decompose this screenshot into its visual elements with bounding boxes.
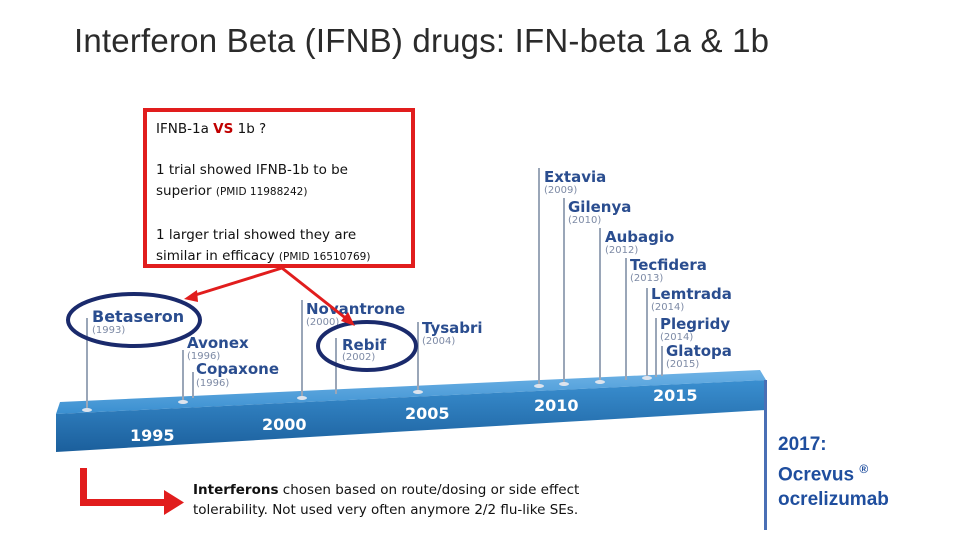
year-2015: 2015 [653, 386, 698, 405]
drug-betaseron: Betaseron [92, 307, 184, 326]
year-1995: 1995 [130, 426, 175, 445]
ocrevus-callout: 2017: Ocrevus ® ocrelizumab [778, 432, 889, 512]
drug-tysabri: Tysabri [422, 319, 483, 337]
drug-aubagio: Aubagio [605, 228, 674, 246]
ocrevus-generic: ocrelizumab [778, 489, 889, 511]
drug-extavia: Extavia [544, 168, 606, 186]
drug-labels: Betaseron (1993) Avonex (1996) Copaxone … [92, 168, 732, 389]
ocrevus-year: 2017: [778, 434, 827, 455]
slide-title: Interferon Beta (IFNB) drugs: IFN-beta 1… [74, 22, 770, 59]
drug-avonex: Avonex [187, 334, 249, 352]
arrow-to-betaseron [191, 266, 283, 298]
drug-novantrone-year: (2000) [306, 317, 339, 328]
year-2005: 2005 [405, 404, 450, 423]
timeline-year-labels: 1995 2000 2005 2010 2015 [130, 386, 698, 445]
ocrevus-brand: Ocrevus ® [778, 462, 869, 486]
betaseron-highlight-ring [66, 292, 202, 348]
drug-betaseron-year: (1993) [92, 325, 125, 336]
trial2-line1: 1 larger trial showed they are [156, 227, 357, 243]
ocrevus-divider [764, 380, 767, 530]
timeline-pin-feet [82, 376, 652, 412]
drug-lemtrada: Lemtrada [651, 285, 732, 303]
drug-copaxone: Copaxone [196, 360, 279, 378]
drug-rebif: Rebif [342, 336, 387, 354]
drug-avonex-year: (1996) [187, 351, 220, 362]
arrow-to-betaseron-head [184, 290, 198, 302]
drug-tecfidera-year: (2013) [630, 273, 663, 284]
drug-tysabri-year: (2004) [422, 336, 455, 347]
interferon-note: Interferons chosen based on route/dosing… [193, 482, 580, 518]
trial2-line2: similar in efficacy (PMID 16510769) [156, 248, 371, 264]
drug-copaxone-year: (1996) [196, 378, 229, 389]
ifnb-comparison-box: IFNB-1a VS 1b ? 1 trial showed IFNB-1b t… [143, 108, 415, 268]
drug-extavia-year: (2009) [544, 185, 577, 196]
year-2000: 2000 [262, 415, 307, 434]
drug-aubagio-year: (2012) [605, 245, 638, 256]
timeline-band [56, 380, 766, 452]
drug-lemtrada-year: (2014) [651, 302, 684, 313]
drug-glatopa: Glatopa [666, 342, 732, 360]
drug-novantrone: Novantrone [306, 300, 405, 318]
year-2010: 2010 [534, 396, 579, 415]
drug-gilenya-year: (2010) [568, 215, 601, 226]
arrow-to-rebif [281, 266, 349, 322]
drug-glatopa-year: (2015) [666, 359, 699, 370]
drug-gilenya: Gilenya [568, 198, 631, 216]
rebif-highlight-ring [316, 320, 418, 372]
comparison-question: IFNB-1a VS 1b ? [156, 121, 267, 137]
arrow-to-rebif-head [341, 312, 355, 326]
drug-rebif-year: (2002) [342, 352, 375, 363]
trial1-line1: 1 trial showed IFNB-1b to be [156, 162, 348, 178]
drug-tecfidera: Tecfidera [630, 256, 707, 274]
trial1-line2: superior (PMID 11988242) [156, 183, 308, 199]
drug-plegridy-year: (2014) [660, 332, 693, 343]
bottom-note-arrow [80, 468, 184, 515]
timeline-pins [86, 168, 663, 410]
timeline-band-top [56, 370, 766, 414]
drug-plegridy: Plegridy [660, 315, 730, 333]
comparison-arrows [184, 266, 355, 326]
